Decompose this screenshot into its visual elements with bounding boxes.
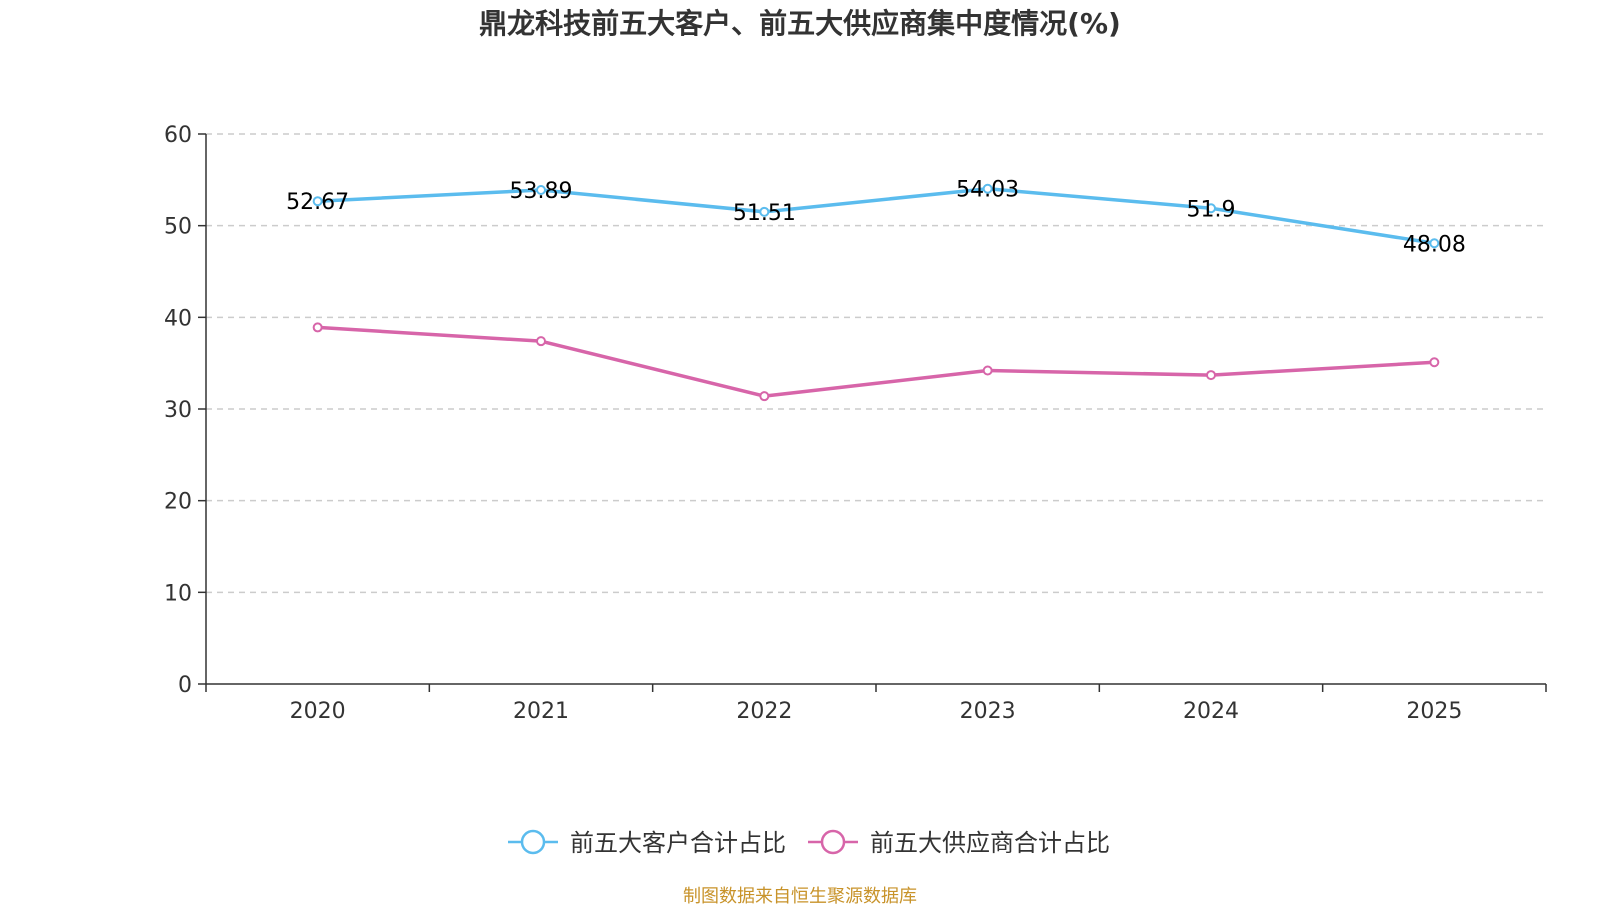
data-point-0-2023[interactable]	[982, 183, 993, 194]
data-point-0-2022[interactable]	[759, 206, 770, 217]
legend[interactable]: 前五大客户合计占比 前五大供应商合计占比	[508, 829, 1110, 857]
data-point-1-2021[interactable]	[536, 336, 546, 347]
data-point-0-2025[interactable]	[1429, 238, 1440, 249]
x-tick-label-2025: 2025	[1406, 699, 1462, 724]
y-tick-label: 50	[164, 215, 192, 240]
data-label-2025: 48.08	[1403, 232, 1466, 257]
chart-title: 鼎龙科技前五大客户、前五大供应商集中度情况(%)	[479, 7, 1121, 40]
y-tick-label: 10	[164, 581, 192, 606]
data-label-2024: 51.9	[1187, 197, 1236, 222]
data-label-2022: 51.51	[733, 201, 796, 226]
data-point-1-2020[interactable]	[312, 322, 323, 333]
series-line-0	[317, 186, 1435, 245]
x-tick-label-2022: 2022	[736, 699, 792, 724]
data-point-0-2020[interactable]	[312, 196, 323, 207]
axes: 0 10 20 30 40 50 60 2020 2021 2022 2023 2024 2025	[164, 123, 1547, 724]
y-tick-label: 0	[178, 673, 192, 698]
x-tick-label-2024: 2024	[1183, 699, 1239, 724]
series-line-1	[317, 325, 1435, 398]
x-tick-label-2020: 2020	[290, 699, 346, 724]
legend-item-0[interactable]: 前五大客户合计占比	[508, 829, 786, 857]
legend-label: 前五大客户合计占比	[570, 829, 786, 857]
x-tick-label-2023: 2023	[960, 699, 1016, 724]
grid-lines	[206, 133, 1546, 594]
data-label-2021: 53.89	[510, 179, 573, 204]
source-note: 制图数据来自恒生聚源数据库	[683, 886, 917, 907]
y-tick-label: 20	[164, 490, 192, 515]
data-point-1-2022[interactable]	[759, 391, 770, 402]
legend-marker-icon	[520, 829, 546, 855]
data-label-2020: 52.67	[286, 190, 349, 215]
data-point-0-2024[interactable]	[1206, 203, 1216, 214]
data-labels: 52.67 53.89 51.51 54.03 51.9 48.08	[286, 178, 1466, 258]
data-point-0-2021[interactable]	[536, 185, 546, 196]
legend-item-1[interactable]: 前五大供应商合计占比	[808, 829, 1110, 857]
series-lines	[312, 183, 1440, 402]
x-tick-label-2021: 2021	[513, 699, 569, 724]
data-label-2023: 54.03	[956, 178, 1019, 203]
y-tick-label: 40	[164, 306, 192, 331]
y-tick-label: 60	[164, 123, 192, 148]
legend-marker-icon	[820, 829, 846, 855]
legend-label: 前五大供应商合计占比	[870, 829, 1110, 857]
data-point-1-2025[interactable]	[1429, 357, 1440, 368]
data-point-1-2024[interactable]	[1206, 370, 1216, 381]
data-point-1-2023[interactable]	[982, 365, 993, 376]
y-tick-label: 30	[164, 398, 192, 423]
